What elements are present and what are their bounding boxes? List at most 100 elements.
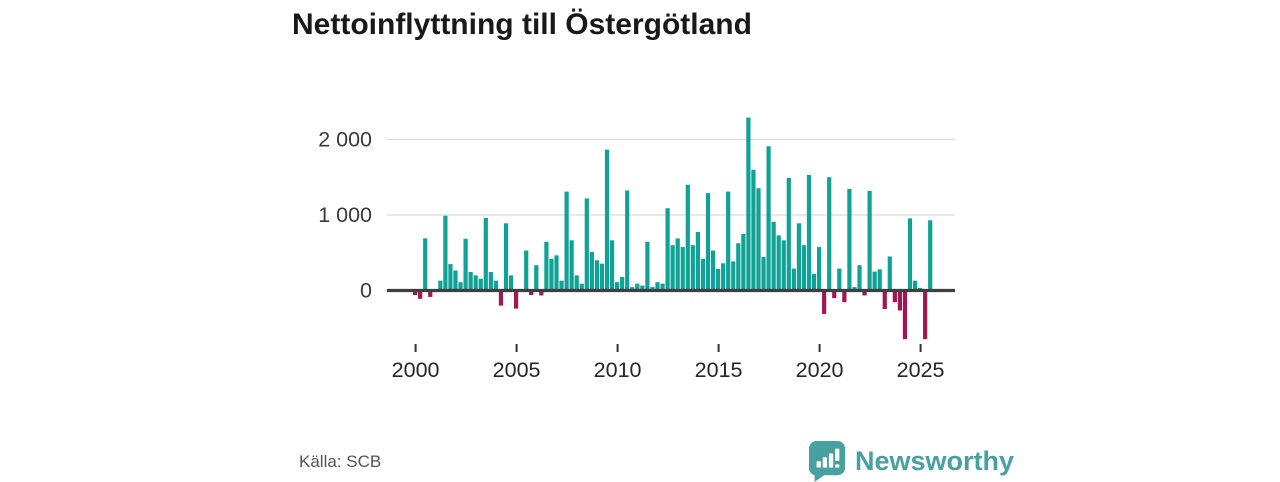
bar (852, 287, 857, 291)
bar (882, 290, 887, 309)
bar (832, 290, 837, 299)
bar (620, 276, 625, 291)
bar (756, 188, 761, 291)
bar (726, 191, 731, 291)
newsworthy-logo: Newsworthy (808, 440, 1014, 482)
bar (801, 245, 807, 291)
bar (529, 290, 534, 296)
bar (731, 261, 736, 291)
bar (488, 272, 493, 291)
bar (811, 273, 817, 291)
bar (650, 287, 655, 291)
bar (710, 250, 716, 291)
bar (413, 290, 418, 296)
y-axis-tick-label: 0 (360, 279, 372, 303)
bar (675, 238, 680, 291)
bar (670, 245, 675, 291)
bar (902, 290, 908, 340)
bar (503, 223, 509, 291)
x-axis-tick-label: 2005 (493, 358, 541, 382)
bar (604, 149, 610, 291)
bar (897, 290, 902, 311)
bar (615, 282, 620, 291)
bar (559, 280, 564, 291)
bar (493, 280, 498, 291)
bar (574, 275, 579, 291)
x-axis-tick-label: 2010 (594, 358, 642, 382)
bar (655, 282, 660, 291)
bar (524, 250, 529, 291)
bar (564, 191, 569, 291)
bar (857, 265, 862, 291)
bar (771, 221, 776, 291)
bar (872, 271, 877, 291)
newsworthy-chart-bubble-icon (808, 441, 846, 482)
bar (786, 178, 791, 291)
bar (796, 223, 801, 291)
bar (609, 240, 615, 291)
bar (473, 275, 478, 291)
bar (928, 220, 933, 291)
bar (791, 268, 796, 291)
bar (478, 278, 483, 291)
bar (862, 290, 867, 296)
bar (468, 272, 473, 291)
bar (766, 146, 771, 291)
bar (630, 287, 635, 291)
y-axis-tick-label: 1 000 (318, 203, 372, 227)
bar (842, 290, 847, 303)
bar (423, 238, 428, 291)
bar (761, 256, 766, 291)
bar (746, 117, 751, 291)
bar (549, 258, 554, 291)
bar (584, 198, 589, 291)
bar (428, 290, 433, 297)
bar (912, 280, 918, 291)
x-axis-tick-label: 2015 (695, 358, 743, 382)
bar (640, 285, 645, 291)
bar (690, 245, 695, 291)
bar (660, 283, 665, 291)
bar (721, 263, 726, 291)
migration-bar-chart: 0 1 000 2 000 2000 2005 2010 2015 2020 2025 (318, 117, 955, 382)
bar (569, 240, 574, 291)
bar (700, 258, 706, 291)
brand-name: Newsworthy (855, 445, 1015, 476)
bar (438, 280, 443, 291)
bar (554, 255, 559, 291)
bar (695, 231, 700, 291)
bar (463, 238, 468, 291)
bar (498, 290, 504, 306)
bar (514, 290, 519, 309)
bar (705, 193, 711, 291)
bar (483, 218, 488, 291)
bar (418, 290, 423, 299)
bar (680, 247, 685, 291)
bar (635, 283, 640, 291)
bar (645, 241, 650, 291)
x-axis-tick-label: 2025 (897, 358, 945, 382)
bar (453, 270, 458, 291)
bar (594, 260, 599, 291)
bar (448, 264, 453, 291)
bar (806, 174, 812, 291)
bar (751, 169, 756, 291)
bar (867, 190, 872, 291)
bar (589, 252, 594, 291)
bar (443, 215, 448, 291)
bar (539, 290, 544, 296)
bar (534, 265, 539, 291)
bar (579, 283, 584, 291)
bar (776, 235, 781, 291)
bar (892, 290, 897, 303)
bar (458, 282, 463, 291)
x-axis-tick-label: 2000 (392, 358, 440, 382)
bar (837, 268, 842, 291)
bar (665, 208, 670, 291)
bar (544, 241, 549, 291)
source-note: Källa: SCB (299, 452, 382, 471)
bar (923, 290, 928, 340)
y-axis-tick-label: 2 000 (318, 128, 372, 152)
chart-title: Nettoinflyttning till Östergötland (292, 8, 752, 41)
bar (822, 290, 827, 314)
